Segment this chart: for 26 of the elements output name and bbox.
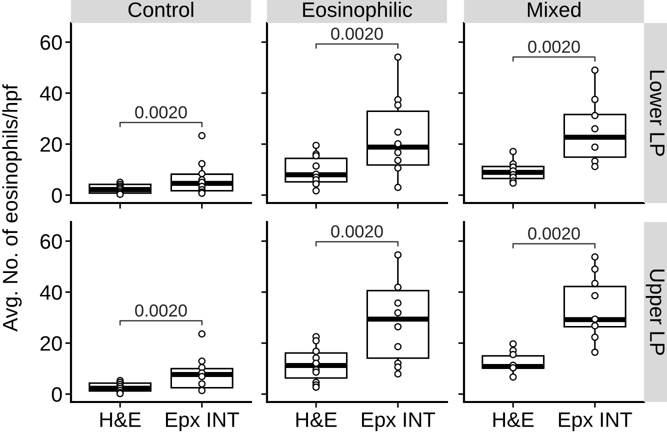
x-tick-label: H&E	[493, 412, 534, 428]
x-tick-label: Epx INT	[166, 412, 240, 432]
y-tick-label: 60	[40, 35, 62, 50]
y-axis-title: Avg. No. of eosinophils/hpf	[2, 84, 22, 332]
annotation: 0.0020	[528, 227, 580, 240]
annotation: 0.0020	[331, 28, 383, 40]
chart-title: Eosinophilic	[303, 2, 412, 22]
y-tick-label: 40	[40, 285, 62, 300]
x-tick-label: Epx INT	[558, 412, 632, 432]
y-tick-label: 0	[52, 188, 62, 203]
y-tick-label: 0	[52, 387, 62, 402]
y-tick-label: 60	[40, 234, 62, 249]
y-tick-label: 40	[40, 86, 62, 101]
chart-title: Mixed	[528, 2, 580, 18]
annotation: 0.0020	[528, 40, 580, 53]
y-tick-label: 20	[40, 137, 62, 152]
x-tick-label: H&E	[296, 412, 337, 428]
y2-axis-title: Lower LP	[650, 70, 664, 156]
annotation: 0.0020	[135, 106, 187, 118]
x-tick-label: Epx INT	[362, 412, 436, 432]
annotation: 0.0020	[135, 304, 187, 317]
chart-title: Control	[128, 2, 194, 18]
x-tick-label: H&E	[100, 412, 141, 428]
y-tick-label: 20	[40, 336, 62, 351]
y2-axis-title: Upper LP	[646, 270, 664, 355]
annotation: 0.0020	[331, 225, 383, 238]
